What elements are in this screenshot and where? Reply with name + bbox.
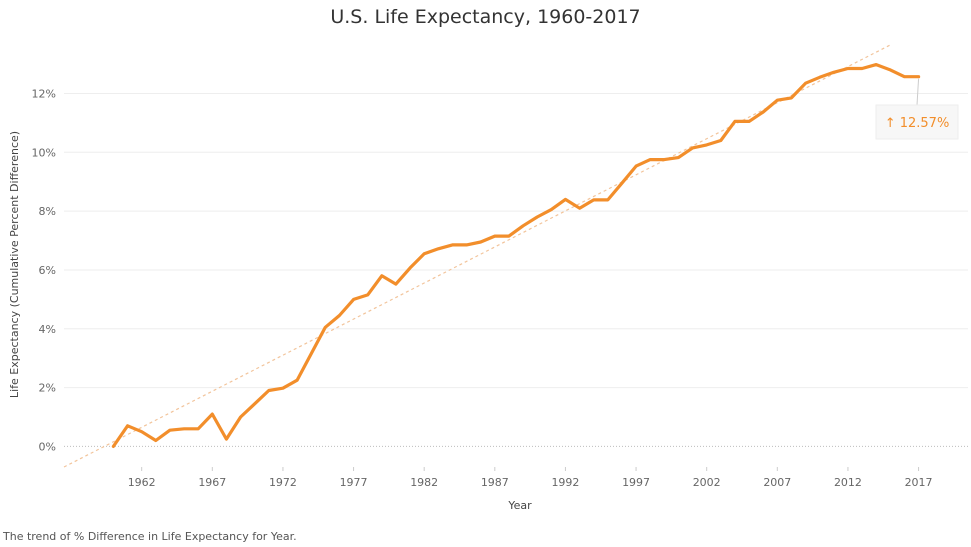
- trend-layer: [63, 44, 891, 468]
- x-tick-label: 1982: [410, 476, 438, 489]
- series-layer: [111, 62, 921, 448]
- x-tick-label: 1977: [340, 476, 368, 489]
- gridlines: [64, 92, 968, 447]
- x-tick-label: 2017: [905, 476, 933, 489]
- y-tick-label: 6%: [39, 264, 56, 277]
- y-tick-label: 0%: [39, 440, 56, 453]
- x-tick-label: 2002: [693, 476, 721, 489]
- annotation-label: ↑ 12.57%: [885, 116, 950, 131]
- series-line: [111, 62, 921, 448]
- x-tick-label: 1972: [269, 476, 297, 489]
- x-tick-label: 1967: [198, 476, 226, 489]
- x-tick-label: 2012: [834, 476, 862, 489]
- x-tick-label: 2007: [763, 476, 791, 489]
- x-axis-title: Year: [507, 499, 532, 512]
- annotation-leader: [916, 78, 920, 106]
- y-tick-label: 4%: [39, 323, 56, 336]
- x-tick-label: 1962: [128, 476, 156, 489]
- x-tick-label: 1992: [551, 476, 579, 489]
- y-tick-label: 8%: [39, 205, 56, 218]
- x-tick-label: 1997: [622, 476, 650, 489]
- trend-line: [63, 44, 891, 468]
- y-tick-label: 10%: [32, 146, 56, 159]
- y-tick-label: 12%: [32, 87, 56, 100]
- annotation-box: [875, 104, 959, 140]
- y-axis-title: Life Expectancy (Cumulative Percent Diff…: [8, 131, 21, 398]
- y-tick-label: 2%: [39, 382, 56, 395]
- x-tick-label: 1987: [481, 476, 509, 489]
- chart-title: U.S. Life Expectancy, 1960-2017: [330, 6, 641, 28]
- footnote: The trend of % Difference in Life Expect…: [3, 530, 297, 543]
- axes: 0% 2% 4% 6% 8% 10% 12% 1962 1967 1972 1977 1982 1987…: [8, 87, 933, 512]
- annotation-layer: ↑ 12.57%: [875, 78, 959, 140]
